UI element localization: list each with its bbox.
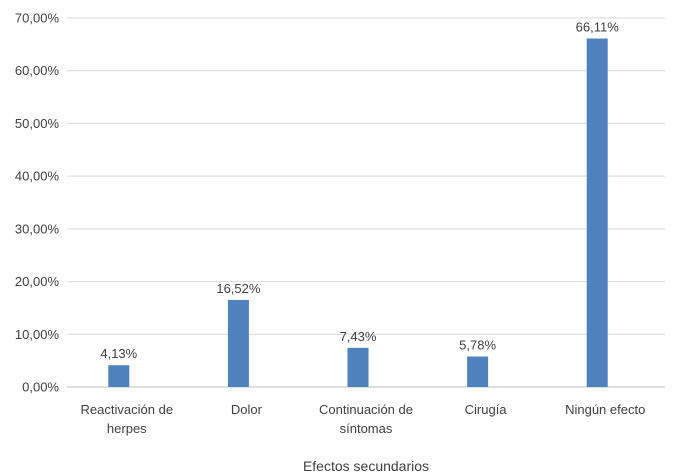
y-tick-label: 30,00% [15,221,60,236]
category-label-line: Cirugía [465,402,508,417]
y-tick-label: 40,00% [15,169,60,184]
data-label: 4,13% [100,346,137,361]
category-label: Dolor [231,402,263,417]
y-axis-tick-labels: 0,00% 10,00% 20,00% 30,00% 40,00% 50,00% 60,00… [15,11,60,395]
y-tick-label: 0,00% [22,380,59,395]
y-tick-label: 10,00% [15,327,60,342]
data-label: 66,11% [576,20,620,35]
category-label-line: Reactivación de [81,402,174,417]
x-axis-title: Efectos secundarios [303,458,429,474]
category-label-line: Ningún efecto [565,402,645,417]
category-label: Ningún efecto [565,402,645,417]
x-axis-category-labels: Reactivación de herpes Dolor Continuación d… [81,402,646,436]
category-label: Reactivación de herpes [81,402,174,436]
bar [108,365,130,387]
bar [586,38,608,387]
category-label-line: Dolor [231,402,263,417]
data-label: 5,78% [459,338,496,353]
y-tick-label: 50,00% [15,116,60,131]
category-label-line: herpes [107,421,147,436]
data-label: 16,52% [216,281,261,296]
data-label: 7,43% [340,329,377,344]
bar [467,356,489,387]
category-label-line: Continuación de [319,402,413,417]
gridlines [67,17,665,388]
y-tick-label: 60,00% [15,63,60,78]
y-tick-label: 20,00% [15,274,60,289]
y-tick-label: 70,00% [15,11,60,26]
category-label: Cirugía [465,402,508,417]
data-labels: 4,13% 16,52% 7,43% 5,78% 66,11% [100,20,619,362]
bar [347,347,369,387]
category-label-line: síntomas [340,421,393,436]
bars [108,38,608,387]
category-label: Continuación de síntomas [319,402,413,436]
bar [227,299,249,387]
